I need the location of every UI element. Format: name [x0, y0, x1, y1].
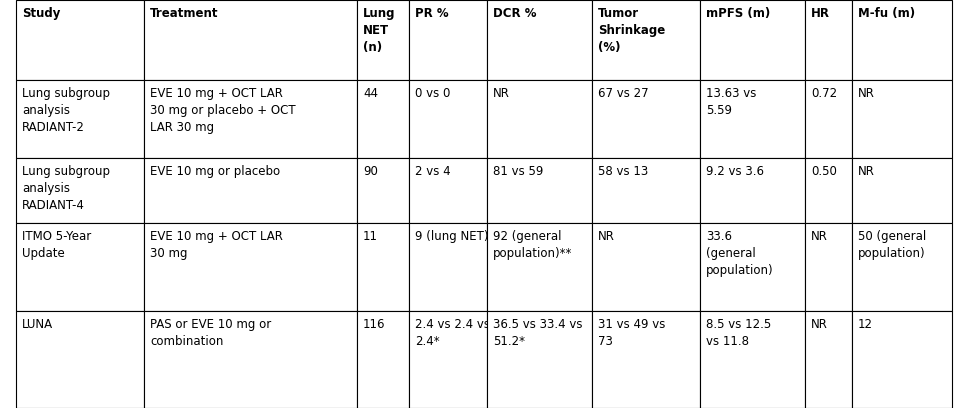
Bar [144, 0, 357, 80]
Bar [144, 80, 357, 158]
Text: 90: 90 [363, 165, 378, 178]
Text: 12: 12 [858, 318, 873, 331]
Text: NR: NR [811, 318, 828, 331]
Bar [700, 223, 805, 311]
Text: 50 (general
population): 50 (general population) [858, 230, 926, 260]
Bar [144, 223, 357, 311]
Bar [805, 158, 852, 223]
Text: EVE 10 mg + OCT LAR
30 mg or placebo + OCT
LAR 30 mg: EVE 10 mg + OCT LAR 30 mg or placebo + O… [150, 87, 295, 134]
Bar [487, 223, 592, 311]
Bar [592, 311, 700, 408]
Bar [357, 223, 409, 311]
Text: PR %: PR % [415, 7, 448, 20]
Bar [700, 158, 805, 223]
Bar [16, 158, 144, 223]
Bar [805, 223, 852, 311]
Bar [592, 223, 700, 311]
Bar [144, 311, 357, 408]
Bar [144, 158, 357, 223]
Text: 58 vs 13: 58 vs 13 [598, 165, 649, 178]
Text: EVE 10 mg + OCT LAR
30 mg: EVE 10 mg + OCT LAR 30 mg [150, 230, 283, 260]
Bar [700, 311, 805, 408]
Text: Treatment: Treatment [150, 7, 219, 20]
Bar [16, 80, 144, 158]
Text: M-fu (m): M-fu (m) [858, 7, 915, 20]
Text: ITMO 5-Year
Update: ITMO 5-Year Update [22, 230, 91, 260]
Bar [409, 223, 487, 311]
Text: NR: NR [858, 165, 875, 178]
Bar [852, 80, 952, 158]
Text: Study: Study [22, 7, 60, 20]
Text: mPFS (m): mPFS (m) [706, 7, 771, 20]
Text: 9.2 vs 3.6: 9.2 vs 3.6 [706, 165, 764, 178]
Text: 81 vs 59: 81 vs 59 [493, 165, 543, 178]
Text: DCR %: DCR % [493, 7, 536, 20]
Bar [700, 80, 805, 158]
Bar [852, 158, 952, 223]
Text: 0 vs 0: 0 vs 0 [415, 87, 450, 100]
Text: 0.50: 0.50 [811, 165, 837, 178]
Text: NR: NR [858, 87, 875, 100]
Text: PAS or EVE 10 mg or
combination: PAS or EVE 10 mg or combination [150, 318, 271, 348]
Bar [592, 0, 700, 80]
Bar [357, 80, 409, 158]
Text: 13.63 vs
5.59: 13.63 vs 5.59 [706, 87, 756, 117]
Text: HR: HR [811, 7, 830, 20]
Bar [852, 0, 952, 80]
Bar [16, 311, 144, 408]
Bar [409, 80, 487, 158]
Text: NR: NR [598, 230, 615, 243]
Text: Tumor
Shrinkage
(%): Tumor Shrinkage (%) [598, 7, 665, 54]
Text: Lung subgroup
analysis
RADIANT-2: Lung subgroup analysis RADIANT-2 [22, 87, 110, 134]
Text: Lung
NET
(n): Lung NET (n) [363, 7, 396, 54]
Text: 2.4 vs 2.4 vs
2.4*: 2.4 vs 2.4 vs 2.4* [415, 318, 490, 348]
Bar [487, 80, 592, 158]
Text: LUNA: LUNA [22, 318, 53, 331]
Bar [852, 311, 952, 408]
Text: 36.5 vs 33.4 vs
51.2*: 36.5 vs 33.4 vs 51.2* [493, 318, 583, 348]
Bar [409, 158, 487, 223]
Bar [700, 0, 805, 80]
Bar [487, 311, 592, 408]
Bar [592, 158, 700, 223]
Bar [487, 158, 592, 223]
Bar [409, 0, 487, 80]
Bar [357, 311, 409, 408]
Text: 33.6
(general
population): 33.6 (general population) [706, 230, 773, 277]
Bar [357, 158, 409, 223]
Text: 2 vs 4: 2 vs 4 [415, 165, 451, 178]
Bar [592, 80, 700, 158]
Bar [805, 311, 852, 408]
Text: Lung subgroup
analysis
RADIANT-4: Lung subgroup analysis RADIANT-4 [22, 165, 110, 212]
Text: 31 vs 49 vs
73: 31 vs 49 vs 73 [598, 318, 665, 348]
Text: 11: 11 [363, 230, 378, 243]
Text: 9 (lung NET): 9 (lung NET) [415, 230, 489, 243]
Bar [357, 0, 409, 80]
Text: NR: NR [811, 230, 828, 243]
Text: 67 vs 27: 67 vs 27 [598, 87, 649, 100]
Text: 92 (general
population)**: 92 (general population)** [493, 230, 572, 260]
Bar [16, 223, 144, 311]
Bar [409, 311, 487, 408]
Text: 0.72: 0.72 [811, 87, 837, 100]
Bar [852, 223, 952, 311]
Bar [805, 80, 852, 158]
Text: NR: NR [493, 87, 510, 100]
Bar [16, 0, 144, 80]
Text: 116: 116 [363, 318, 385, 331]
Text: EVE 10 mg or placebo: EVE 10 mg or placebo [150, 165, 280, 178]
Text: 44: 44 [363, 87, 378, 100]
Bar [487, 0, 592, 80]
Text: 8.5 vs 12.5
vs 11.8: 8.5 vs 12.5 vs 11.8 [706, 318, 771, 348]
Bar [805, 0, 852, 80]
